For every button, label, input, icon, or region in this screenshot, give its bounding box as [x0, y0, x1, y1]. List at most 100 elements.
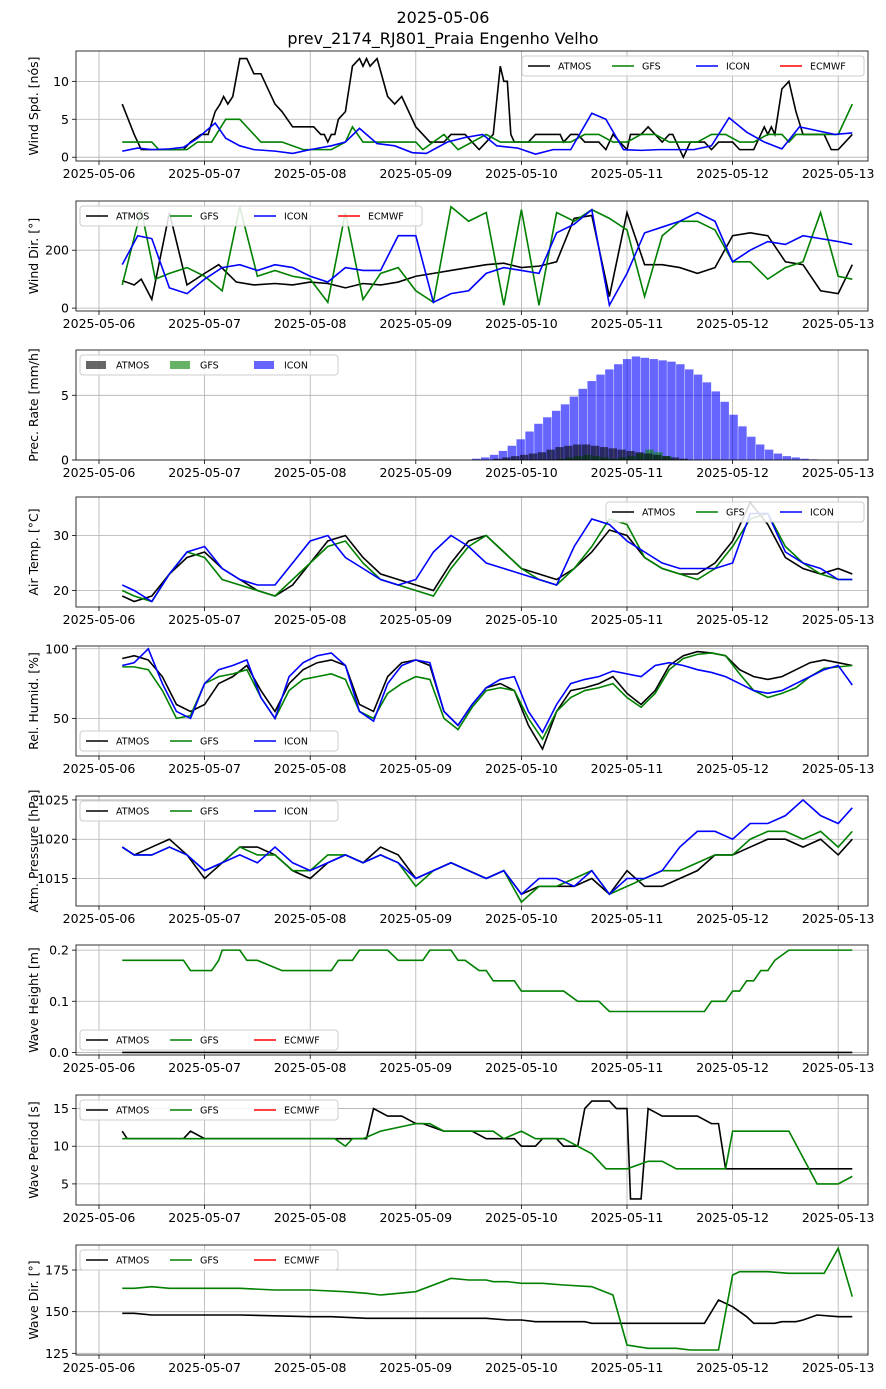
axes-frame: [75, 496, 869, 608]
axes-frame: [75, 1094, 869, 1206]
y-axis-label: Wave Dir. [°]: [26, 1260, 41, 1339]
bar-atmos: [644, 453, 653, 460]
legend-label-gfs: GFS: [726, 508, 745, 519]
series-line-atmos: [121, 1100, 853, 1200]
series-line-gfs: [122, 652, 853, 741]
legend: ATMOS GFS ECMWF: [79, 1249, 339, 1271]
x-tick-label: 2025-05-13: [802, 1060, 875, 1075]
y-tick-label: 0: [61, 150, 69, 165]
legend-box: [79, 1249, 339, 1271]
y-axis-label: Air Temp. [°C]: [26, 508, 41, 595]
legend: ATMOS GFS ICON ECMWF: [79, 205, 423, 227]
bar-icon: [782, 456, 792, 460]
y-tick-label: 50: [53, 711, 69, 726]
bar-icon: [649, 359, 658, 460]
chart-panel-2: 2025-05-06 2025-05-07 2025-05-08 2025-05-09…: [26, 348, 875, 480]
x-tick-label: 2025-05-07: [168, 166, 241, 181]
bar-icon: [551, 410, 561, 460]
legend-swatch-atmos: [86, 361, 106, 369]
bar-atmos: [502, 457, 511, 460]
x-tick-label: 2025-05-08: [274, 1360, 347, 1375]
x-tick-label: 2025-05-08: [274, 612, 347, 627]
bar-atmos: [555, 447, 564, 460]
legend-box: [79, 1099, 339, 1121]
x-tick-label: 2025-05-10: [485, 166, 558, 181]
chart-panel-3: 2025-05-06 2025-05-07 2025-05-08 2025-05-09…: [26, 496, 875, 627]
x-tick-label: 2025-05-09: [379, 1210, 452, 1225]
legend-label-icon: ICON: [726, 62, 750, 73]
bar-atmos: [617, 449, 626, 460]
x-tick-label: 2025-05-11: [591, 316, 664, 331]
bar-atmos: [626, 450, 635, 460]
x-tick-label: 2025-05-10: [485, 911, 558, 926]
y-tick-label: 10: [53, 74, 69, 89]
x-tick-label: 2025-05-06: [63, 1060, 136, 1075]
bar-icon: [543, 417, 552, 460]
y-tick-label: 1025: [37, 792, 69, 807]
x-tick-label: 2025-05-11: [591, 911, 664, 926]
x-tick-label: 2025-05-08: [274, 911, 347, 926]
bar-icon: [764, 449, 774, 460]
bar-icon: [631, 356, 641, 460]
legend-label-atmos: ATMOS: [116, 1256, 149, 1267]
y-tick-label: 0.1: [49, 994, 69, 1009]
series-line-gfs: [122, 103, 854, 151]
bar-icon: [578, 388, 587, 460]
x-tick-label: 2025-05-13: [802, 1210, 875, 1225]
x-tick-label: 2025-05-08: [274, 761, 347, 776]
y-tick-label: 0.0: [49, 1045, 69, 1060]
x-tick-label: 2025-05-13: [802, 612, 875, 627]
chart-panel-8: 2025-05-06 2025-05-07 2025-05-08 2025-05-09…: [26, 1244, 875, 1375]
chart-panel-1: 2025-05-06 2025-05-07 2025-05-08 2025-05-09…: [26, 200, 875, 331]
x-tick-label: 2025-05-12: [696, 1060, 769, 1075]
legend-label-gfs: GFS: [200, 361, 219, 372]
x-tick-label: 2025-05-12: [696, 166, 769, 181]
chart-panel-7: 2025-05-06 2025-05-07 2025-05-08 2025-05-09…: [26, 1094, 875, 1225]
legend-label-icon: ICON: [284, 212, 308, 223]
x-tick-label: 2025-05-12: [696, 465, 769, 480]
axes-frame: [75, 944, 869, 1056]
legend-label-atmos: ATMOS: [116, 361, 149, 372]
bar-atmos: [528, 453, 538, 460]
bar-icon: [507, 445, 517, 460]
bar-icon: [614, 364, 623, 460]
x-tick-label: 2025-05-06: [63, 465, 136, 480]
legend-label-gfs: GFS: [200, 737, 219, 748]
x-tick-label: 2025-05-09: [379, 166, 452, 181]
axes-frame: [75, 795, 869, 907]
x-tick-label: 2025-05-07: [168, 316, 241, 331]
legend: ATMOS GFS ECMWF: [79, 1099, 339, 1121]
legend-label-atmos: ATMOS: [116, 1106, 149, 1117]
bar-icon: [693, 374, 703, 460]
bar-icon: [658, 360, 667, 460]
bar-icon: [587, 381, 596, 460]
legend-label-atmos: ATMOS: [116, 737, 149, 748]
bar-atmos: [590, 445, 600, 460]
x-tick-label: 2025-05-06: [63, 761, 136, 776]
x-tick-label: 2025-05-12: [696, 612, 769, 627]
x-tick-label: 2025-05-13: [802, 316, 875, 331]
legend: ATMOS GFS ICON: [79, 730, 339, 752]
series-line-gfs: [122, 949, 853, 1013]
x-tick-label: 2025-05-08: [274, 166, 347, 181]
y-tick-label: 15: [53, 1101, 69, 1116]
bar-icon: [605, 369, 614, 460]
y-axis-label: Atm. Pressure [hPa]: [26, 789, 41, 912]
legend-box: [79, 205, 423, 227]
x-tick-label: 2025-05-07: [168, 612, 241, 627]
bar-icon: [534, 423, 543, 460]
x-tick-label: 2025-05-12: [696, 316, 769, 331]
bar-atmos: [564, 445, 573, 460]
plot-group: [472, 356, 818, 460]
x-tick-label: 2025-05-13: [802, 761, 875, 776]
x-tick-label: 2025-05-11: [591, 465, 664, 480]
y-axis-label: Rel. Humid. [%]: [26, 652, 41, 750]
legend-box: [521, 55, 865, 77]
x-tick-label: 2025-05-06: [63, 911, 136, 926]
x-tick-label: 2025-05-09: [379, 911, 452, 926]
plot-group: [121, 56, 854, 160]
y-tick-label: 0: [61, 301, 69, 316]
plot-group: [121, 798, 853, 904]
x-tick-label: 2025-05-09: [379, 612, 452, 627]
bar-icon: [596, 374, 605, 460]
